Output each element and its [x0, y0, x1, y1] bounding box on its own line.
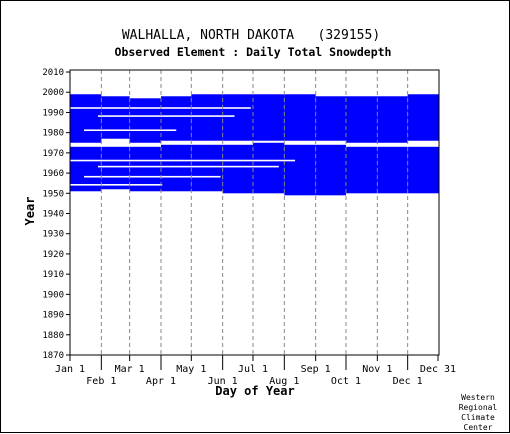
y-axis-label: Year — [23, 197, 37, 226]
credit-line: Center — [464, 423, 493, 432]
x-tick-label: Nov 1 — [362, 364, 392, 375]
plot-border — [69, 69, 440, 356]
y-tick-label: 1950 — [42, 189, 64, 199]
credit-line: Climate — [461, 413, 495, 422]
x-axis-label: Day of Year — [215, 384, 294, 398]
gap-line — [84, 175, 221, 178]
data-block-3-0 — [160, 144, 192, 192]
x-tick-label: Jan 1 — [55, 364, 85, 375]
credit-line: Regional — [459, 403, 498, 412]
data-block-10-1 — [377, 96, 408, 143]
x-axis: Jan 1 Mar 1 May 1 Jul 1 Sep 1 Nov 1 Dec 31 Feb … — [55, 355, 456, 387]
y-tick-label: 1940 — [42, 210, 64, 220]
gap-line — [70, 184, 163, 186]
x-tick-label: Feb 1 — [86, 376, 116, 387]
gap-line — [84, 129, 177, 132]
y-tick-label: 2010 — [42, 68, 64, 78]
data-block-2-0 — [129, 146, 161, 192]
gap-line — [70, 159, 296, 162]
data-block-0-1 — [70, 94, 102, 143]
y-tick-label: 1880 — [42, 331, 64, 341]
chart-title: WALHALLA, NORTH DAKOTA (329155) — [122, 28, 380, 43]
data-block-2-1 — [129, 98, 161, 143]
data-block-6-1 — [252, 94, 285, 141]
y-tick-label: 1870 — [42, 351, 64, 361]
data-block-5-1 — [222, 94, 253, 141]
data-block-4-0 — [191, 144, 223, 192]
gap-line — [98, 165, 279, 168]
x-tick-label: Apr 1 — [146, 376, 176, 387]
x-tick-label: Oct 1 — [331, 376, 361, 387]
y-tick-label: 1900 — [42, 290, 64, 300]
y-tick-label: 1920 — [42, 250, 64, 260]
y-tick-label: 1930 — [42, 230, 64, 240]
data-block-9-0 — [345, 146, 378, 194]
data-block-11-1 — [407, 94, 439, 141]
data-block-3-1 — [160, 96, 192, 141]
x-tick-label: Jun 1 — [208, 376, 238, 387]
y-tick-label: 2000 — [42, 88, 64, 98]
data-block-6-0 — [252, 142, 285, 194]
x-tick-label: Dec 1 — [393, 376, 423, 387]
data-block-0-0 — [70, 146, 102, 192]
gap-line — [98, 115, 235, 117]
data-block-4-1 — [191, 94, 223, 141]
y-tick-label: 1970 — [42, 149, 64, 159]
data-block-7-1 — [284, 94, 316, 141]
data-block-8-1 — [315, 96, 346, 141]
data-block-9-1 — [345, 96, 378, 143]
credit-line: Western — [461, 393, 495, 402]
gap-line — [70, 107, 251, 109]
x-tick-label: Mar 1 — [115, 364, 145, 375]
y-tick-label: 1960 — [42, 169, 64, 179]
x-tick-label: Dec 31 — [420, 364, 456, 375]
x-tick-label: Sep 1 — [301, 364, 331, 375]
plot-area — [69, 69, 440, 356]
data-block-1-0 — [101, 146, 130, 190]
y-tick-label: 1910 — [42, 270, 64, 280]
data-block-10-0 — [377, 146, 408, 194]
x-tick-label: Aug 1 — [269, 376, 299, 387]
x-tick-label: May 1 — [176, 364, 206, 375]
data-block-11-0 — [407, 146, 439, 194]
chart-subtitle: Observed Element : Daily Total Snowdepth — [115, 45, 392, 59]
data-block-5-0 — [222, 144, 253, 194]
y-tick-label: 1990 — [42, 108, 64, 118]
data-block-1-1 — [101, 96, 130, 139]
x-tick-label: Jul 1 — [238, 364, 268, 375]
y-tick-label: 1890 — [42, 311, 64, 321]
y-axis: 1870 1880 1890 1900 1910 1920 1930 1940 1950 1960… — [42, 68, 70, 361]
data-block-8-0 — [315, 144, 346, 196]
y-tick-label: 1980 — [42, 129, 64, 139]
data-block-7-0 — [284, 144, 316, 196]
